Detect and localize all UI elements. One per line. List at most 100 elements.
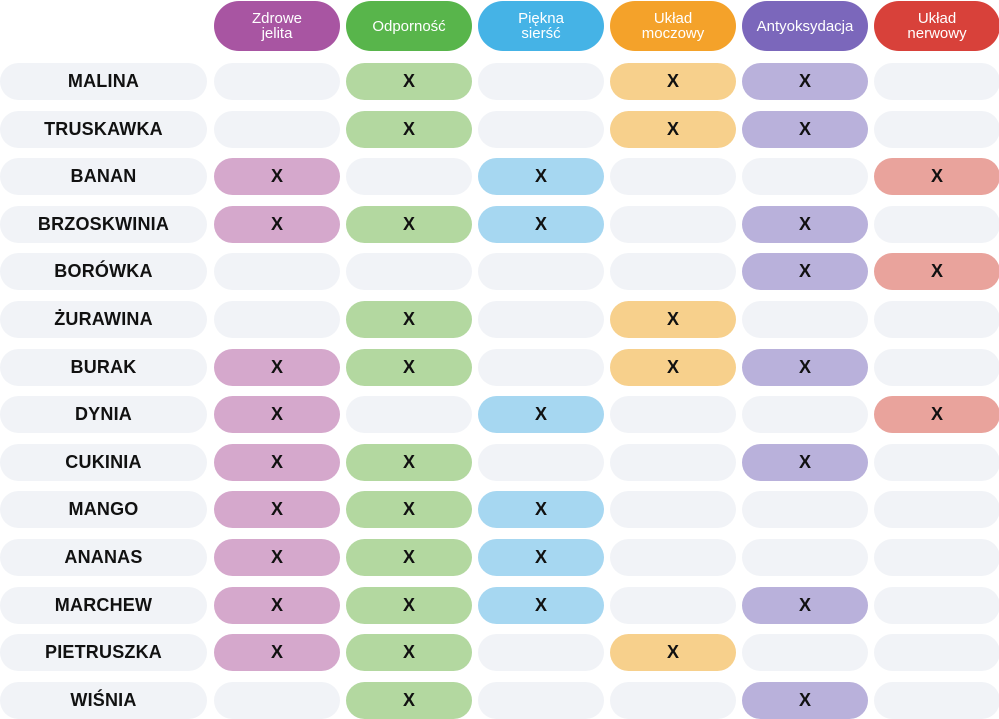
benefit-mark-cell: X [742, 444, 868, 481]
column-header: Układ moczowy [610, 1, 736, 51]
empty-cell [742, 539, 868, 576]
benefit-mark-cell: X [346, 301, 472, 338]
row-label: MARCHEW [0, 587, 207, 624]
empty-cell [874, 349, 999, 386]
row-label: BANAN [0, 158, 207, 195]
empty-cell [214, 111, 340, 148]
benefit-mark-cell: X [874, 396, 999, 433]
column-header: Układ nerwowy [874, 1, 999, 51]
benefit-mark-cell: X [214, 539, 340, 576]
benefit-mark-cell: X [742, 206, 868, 243]
benefit-mark-cell: X [346, 587, 472, 624]
empty-cell [742, 301, 868, 338]
row-label: MALINA [0, 63, 207, 100]
benefit-mark-cell: X [742, 682, 868, 719]
empty-cell [478, 111, 604, 148]
empty-cell [346, 396, 472, 433]
empty-cell [874, 444, 999, 481]
empty-cell [478, 301, 604, 338]
benefit-mark-cell: X [346, 63, 472, 100]
column-header: Odporność [346, 1, 472, 51]
empty-cell [610, 539, 736, 576]
empty-cell [874, 491, 999, 528]
empty-cell [610, 253, 736, 290]
benefit-mark-cell: X [346, 111, 472, 148]
row-label: MANGO [0, 491, 207, 528]
row-label: ŻURAWINA [0, 301, 207, 338]
benefit-mark-cell: X [214, 587, 340, 624]
row-label: PIETRUSZKA [0, 634, 207, 671]
empty-cell [346, 253, 472, 290]
row-label: BURAK [0, 349, 207, 386]
benefit-mark-cell: X [214, 634, 340, 671]
benefit-mark-cell: X [346, 491, 472, 528]
row-label: TRUSKAWKA [0, 111, 207, 148]
empty-cell [478, 682, 604, 719]
benefit-mark-cell: X [478, 587, 604, 624]
empty-cell [742, 396, 868, 433]
benefit-mark-cell: X [478, 206, 604, 243]
empty-cell [214, 301, 340, 338]
empty-cell [610, 682, 736, 719]
benefit-mark-cell: X [478, 396, 604, 433]
column-header: Piękna sierść [478, 1, 604, 51]
empty-cell [478, 253, 604, 290]
benefit-mark-cell: X [742, 63, 868, 100]
benefit-mark-cell: X [478, 158, 604, 195]
benefit-mark-cell: X [610, 301, 736, 338]
benefit-mark-cell: X [742, 349, 868, 386]
empty-cell [478, 444, 604, 481]
empty-cell [610, 587, 736, 624]
benefit-mark-cell: X [214, 491, 340, 528]
empty-cell [610, 206, 736, 243]
empty-cell [874, 206, 999, 243]
benefit-mark-cell: X [214, 158, 340, 195]
column-header: Zdrowe jelita [214, 1, 340, 51]
benefit-mark-cell: X [346, 634, 472, 671]
row-label: BORÓWKA [0, 253, 207, 290]
column-header: Antyoksydacja [742, 1, 868, 51]
empty-cell [610, 444, 736, 481]
empty-cell [874, 301, 999, 338]
benefit-mark-cell: X [742, 111, 868, 148]
empty-cell [742, 158, 868, 195]
benefit-mark-cell: X [346, 444, 472, 481]
row-label: DYNIA [0, 396, 207, 433]
empty-cell [742, 491, 868, 528]
empty-cell [478, 349, 604, 386]
empty-cell [214, 682, 340, 719]
benefit-mark-cell: X [478, 491, 604, 528]
empty-cell [478, 63, 604, 100]
empty-cell [610, 396, 736, 433]
empty-cell [874, 539, 999, 576]
empty-cell [874, 682, 999, 719]
benefit-mark-cell: X [610, 349, 736, 386]
benefit-mark-cell: X [346, 349, 472, 386]
benefit-mark-cell: X [346, 539, 472, 576]
benefit-mark-cell: X [346, 682, 472, 719]
benefit-mark-cell: X [214, 396, 340, 433]
empty-cell [610, 491, 736, 528]
empty-cell [478, 634, 604, 671]
benefit-mark-cell: X [610, 111, 736, 148]
benefit-mark-cell: X [742, 587, 868, 624]
empty-cell [874, 63, 999, 100]
benefit-mark-cell: X [214, 444, 340, 481]
row-label: WIŚNIA [0, 682, 207, 719]
empty-cell [214, 253, 340, 290]
benefit-mark-cell: X [346, 206, 472, 243]
empty-cell [874, 587, 999, 624]
benefit-mark-cell: X [610, 634, 736, 671]
empty-cell [214, 63, 340, 100]
benefit-mark-cell: X [214, 206, 340, 243]
row-label: BRZOSKWINIA [0, 206, 207, 243]
row-label: ANANAS [0, 539, 207, 576]
empty-cell [610, 158, 736, 195]
row-label: CUKINIA [0, 444, 207, 481]
empty-cell [874, 111, 999, 148]
benefit-mark-cell: X [742, 253, 868, 290]
empty-cell [742, 634, 868, 671]
benefit-mark-cell: X [214, 349, 340, 386]
empty-cell [874, 634, 999, 671]
